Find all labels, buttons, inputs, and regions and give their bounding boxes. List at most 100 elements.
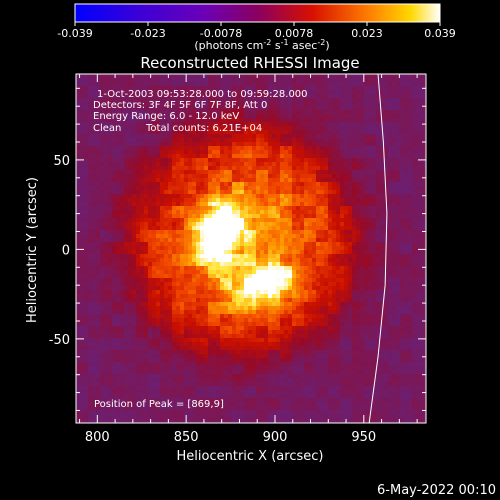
heatmap-cell [104, 314, 109, 319]
heatmap-cell [216, 198, 221, 203]
heatmap-cell [124, 270, 129, 275]
heatmap-cell [184, 182, 189, 187]
heatmap-cell [124, 394, 129, 399]
heatmap-cell [76, 94, 81, 99]
heatmap-cell [156, 142, 161, 147]
heatmap-cell [168, 330, 173, 335]
heatmap-cell [152, 174, 157, 179]
heatmap-cell [220, 246, 225, 251]
heatmap-cell [88, 158, 93, 163]
heatmap-cell [296, 378, 301, 383]
heatmap-cell [148, 162, 153, 167]
heatmap-cell [180, 322, 185, 327]
heatmap-cell [116, 390, 121, 395]
heatmap-cell [268, 130, 273, 135]
heatmap-cell [116, 414, 121, 419]
heatmap-cell [88, 198, 93, 203]
heatmap-cell [148, 166, 153, 171]
heatmap-cell [288, 142, 293, 147]
heatmap-cell [204, 390, 209, 395]
heatmap-cell [160, 186, 165, 191]
heatmap-cell [188, 94, 193, 99]
heatmap-cell [80, 198, 85, 203]
heatmap-cell [144, 170, 149, 175]
heatmap-cell [112, 102, 117, 107]
heatmap-cell [184, 354, 189, 359]
heatmap-cell [188, 106, 193, 111]
heatmap-cell [228, 78, 233, 83]
heatmap-cell [276, 342, 281, 347]
heatmap-cell [200, 314, 205, 319]
heatmap-cell [228, 158, 233, 163]
heatmap-cell [184, 130, 189, 135]
heatmap-cell [176, 310, 181, 315]
heatmap-cell [196, 406, 201, 411]
heatmap-cell [260, 130, 265, 135]
heatmap-cell [168, 194, 173, 199]
heatmap-cell [88, 134, 93, 139]
heatmap-cell [264, 222, 269, 227]
heatmap-cell [188, 90, 193, 95]
heatmap-cell [268, 218, 273, 223]
heatmap-cell [152, 190, 157, 195]
heatmap-cell [144, 394, 149, 399]
heatmap-cell [156, 382, 161, 387]
heatmap-cell [288, 394, 293, 399]
heatmap-cell [232, 90, 237, 95]
heatmap-cell [280, 326, 285, 331]
heatmap-cell [244, 282, 249, 287]
heatmap-cell [252, 394, 257, 399]
heatmap-cell [220, 206, 225, 211]
heatmap-cell [220, 110, 225, 115]
heatmap-cell [272, 218, 277, 223]
heatmap-cell [136, 162, 141, 167]
heatmap-cell [220, 90, 225, 95]
heatmap-cell [228, 350, 233, 355]
heatmap-cell [256, 118, 261, 123]
heatmap-cell [292, 162, 297, 167]
heatmap-cell [108, 402, 113, 407]
heatmap-cell [156, 102, 161, 107]
heatmap-cell [224, 226, 229, 231]
heatmap-cell [204, 234, 209, 239]
heatmap-cell [84, 226, 89, 231]
heatmap-cell [220, 158, 225, 163]
heatmap-cell [184, 138, 189, 143]
heatmap-cell [300, 186, 305, 191]
heatmap-cell [288, 154, 293, 159]
heatmap-cell [216, 86, 221, 91]
heatmap-cell [256, 106, 261, 111]
heatmap-cell [108, 130, 113, 135]
heatmap-cell [204, 258, 209, 263]
heatmap-cell [144, 282, 149, 287]
heatmap-cell [148, 222, 153, 227]
heatmap-cell [276, 362, 281, 367]
heatmap-cell [92, 198, 97, 203]
heatmap-cell [148, 250, 153, 255]
heatmap-cell [296, 146, 301, 151]
heatmap-cell [284, 246, 289, 251]
heatmap-cell [100, 178, 105, 183]
heatmap-cell [164, 154, 169, 159]
heatmap-cell [280, 142, 285, 147]
heatmap-cell [80, 366, 85, 371]
heatmap-cell [244, 342, 249, 347]
heatmap-cell [148, 178, 153, 183]
heatmap-cell [168, 290, 173, 295]
heatmap-cell [160, 194, 165, 199]
heatmap-cell [264, 286, 269, 291]
heatmap-cell [248, 110, 253, 115]
heatmap-cell [132, 110, 137, 115]
heatmap-cell [128, 406, 133, 411]
heatmap-cell [244, 102, 249, 107]
heatmap-cell [144, 330, 149, 335]
heatmap-cell [276, 86, 281, 91]
heatmap-cell [172, 298, 177, 303]
heatmap-cell [184, 378, 189, 383]
heatmap-cell [244, 222, 249, 227]
heatmap-cell [228, 210, 233, 215]
heatmap-cell [100, 126, 105, 131]
heatmap-cell [188, 246, 193, 251]
heatmap-cell [232, 314, 237, 319]
heatmap-cell [128, 258, 133, 263]
